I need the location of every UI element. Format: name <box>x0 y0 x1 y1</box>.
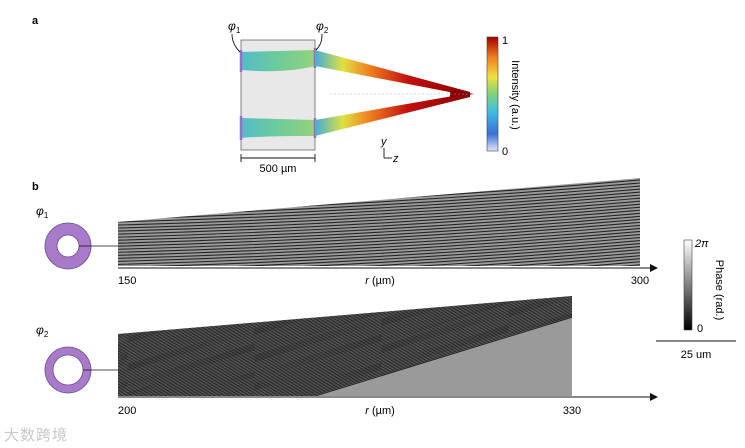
intensity-min-label: 0 <box>502 146 508 158</box>
r-axis-phi2-label: r (µm) <box>365 405 395 417</box>
axis-y-label: y <box>380 136 388 148</box>
r-axis-phi1-label: r (µm) <box>365 275 395 287</box>
ring-phi1-hole <box>56 234 80 258</box>
upper-beam-out <box>315 50 470 96</box>
r-axis-phi2-tick-start: 200 <box>118 405 136 417</box>
phase-max-label: 2π <box>694 238 709 250</box>
lower-beam-inside <box>241 118 315 138</box>
phase-profile-phi1 <box>118 178 640 266</box>
phi1-arrow <box>231 33 241 53</box>
phase-min-label: 0 <box>697 323 703 335</box>
r-axis-phi1-tick-start: 150 <box>118 275 136 287</box>
panel-a-label: a <box>32 15 39 27</box>
r-axis-phi2-tick-end: 330 <box>563 405 581 417</box>
phi2-label-a: φ2 <box>316 19 329 35</box>
intensity-max-label: 1 <box>502 35 508 47</box>
phi1-label-a: φ1 <box>228 19 241 35</box>
r-axis-phi1-arrowhead <box>650 264 658 272</box>
scale-label-25: 25 um <box>681 349 712 361</box>
phase-colorbar <box>683 239 693 331</box>
phi1-label-b: φ1 <box>36 204 49 220</box>
intensity-colorbar <box>486 36 499 152</box>
r-axis-phi2-arrowhead <box>650 393 658 401</box>
scale-label-500: 500 µm <box>260 163 297 175</box>
ring-phi2-hole <box>52 354 84 386</box>
intensity-title: Intensity (a.u.) <box>509 60 521 130</box>
watermark: 大数跨境 <box>4 426 69 444</box>
upper-beam-inside <box>241 50 315 72</box>
panel-b-label: b <box>32 181 39 193</box>
axis-z-label: z <box>392 153 399 165</box>
phi2-label-b: φ2 <box>36 323 49 339</box>
phase-title: Phase (rad.) <box>713 260 725 321</box>
lower-beam-out <box>315 93 470 136</box>
r-axis-phi1-tick-end: 300 <box>631 275 649 287</box>
phi2-arrow <box>315 33 323 51</box>
